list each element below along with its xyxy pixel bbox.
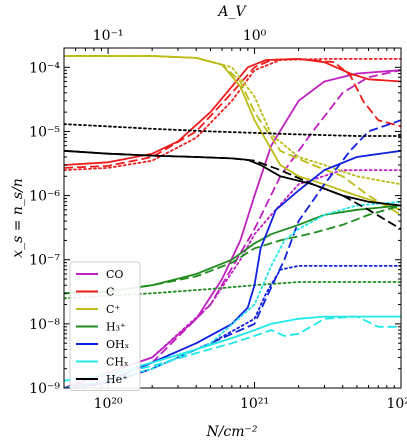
series-line [64,58,401,166]
x-tick-label: 10²¹ [240,396,269,412]
series-layer [64,55,401,388]
y-tick-label: 10⁻⁶ [29,189,60,205]
series-line [64,58,401,172]
x-tick-label: 10²² [386,396,407,412]
legend-label: H₃⁺ [106,321,126,334]
series-line [64,123,401,137]
y-tick-label: 10⁻⁴ [29,60,60,76]
x-tick-label: 10²⁰ [94,396,123,412]
y-tick-label: 10⁻⁵ [29,124,60,140]
plot-frame [63,47,402,389]
series-line [64,169,401,388]
series-line [64,58,401,169]
series-line [64,315,401,382]
legend-label: He⁺ [106,373,128,386]
legend: CO C C⁺ H₃⁺ OHₓ CHₓ He⁺ [69,261,141,391]
legend-label: C [106,286,114,299]
series-line [64,55,401,186]
top-tick-label: 10⁰ [243,28,267,44]
series-line [64,149,401,230]
top-tick-label: 10⁻¹ [93,28,124,44]
top-axis-title: A_V [216,4,247,20]
legend-label: CHₓ [106,356,129,369]
x-axis-title: N/cm⁻² [205,424,257,440]
y-tick-label: 10⁻⁹ [29,381,60,397]
legend-label: CO [106,268,123,281]
legend-box [69,261,141,391]
legend-label: C⁺ [106,303,120,316]
legend-label: OHₓ [106,338,130,351]
y-tick-label: 10⁻⁷ [29,253,60,269]
y-tick-label: 10⁻⁸ [29,317,60,333]
y-axis-title: x_s = n_s/n [10,178,26,258]
